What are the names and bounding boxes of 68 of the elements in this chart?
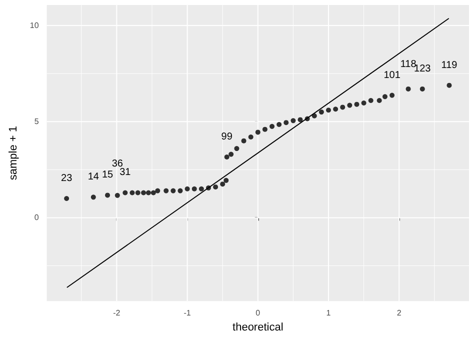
point [255, 130, 260, 135]
annotation: 14 [88, 172, 100, 183]
point [105, 192, 110, 198]
point [130, 190, 135, 196]
point [122, 190, 128, 196]
y-tick-label: 5 [34, 117, 40, 126]
x-tick-label: -1 [184, 308, 192, 318]
point [146, 190, 151, 196]
point [390, 92, 395, 98]
annotation: 119 [441, 60, 458, 71]
x-tick-label: 0 [256, 308, 261, 318]
point [262, 126, 268, 132]
point [376, 98, 382, 103]
point [184, 186, 190, 192]
point [333, 106, 338, 112]
point [90, 194, 96, 200]
point [64, 196, 70, 201]
point [220, 182, 226, 187]
point [312, 113, 317, 118]
annotation: 23 [61, 172, 73, 184]
point [406, 86, 411, 92]
annotation: 123 [414, 63, 432, 74]
point [326, 108, 331, 113]
point [361, 100, 366, 106]
point [224, 178, 229, 183]
point [213, 184, 218, 190]
point [224, 154, 230, 160]
point [170, 188, 176, 194]
point [155, 188, 160, 194]
point [382, 94, 388, 100]
point [198, 186, 204, 192]
x-axis-title: theoretical [232, 322, 284, 334]
point [164, 188, 169, 194]
point [347, 102, 352, 108]
point [241, 138, 246, 144]
point [114, 192, 120, 198]
x-tick-label: -2 [113, 308, 121, 318]
point [368, 98, 374, 103]
point [420, 86, 425, 92]
annotation: 31 [120, 167, 132, 178]
point [446, 82, 452, 88]
annotation: 101 [384, 70, 401, 81]
point [248, 134, 254, 140]
point [141, 190, 146, 196]
y-axis-title: sample + 1 [8, 126, 20, 180]
point [206, 185, 211, 190]
annotation: 99 [221, 131, 233, 142]
annotation: 15 [102, 170, 114, 181]
point [228, 152, 234, 157]
y-tick-label: 10 [30, 21, 40, 30]
point [284, 120, 289, 126]
point [304, 116, 310, 122]
point [234, 146, 240, 152]
point [298, 117, 303, 122]
point [276, 122, 282, 128]
point [135, 190, 140, 196]
point [150, 190, 156, 196]
point [290, 118, 296, 124]
point [354, 102, 360, 107]
point [340, 104, 346, 110]
point [192, 186, 197, 192]
annotation: 118 [400, 58, 417, 70]
point [318, 110, 324, 115]
point [270, 124, 275, 129]
point [178, 188, 183, 194]
y-tick-label: 0 [34, 213, 40, 222]
x-tick-label: 1 [326, 308, 332, 318]
x-tick-label: 2 [396, 308, 402, 318]
